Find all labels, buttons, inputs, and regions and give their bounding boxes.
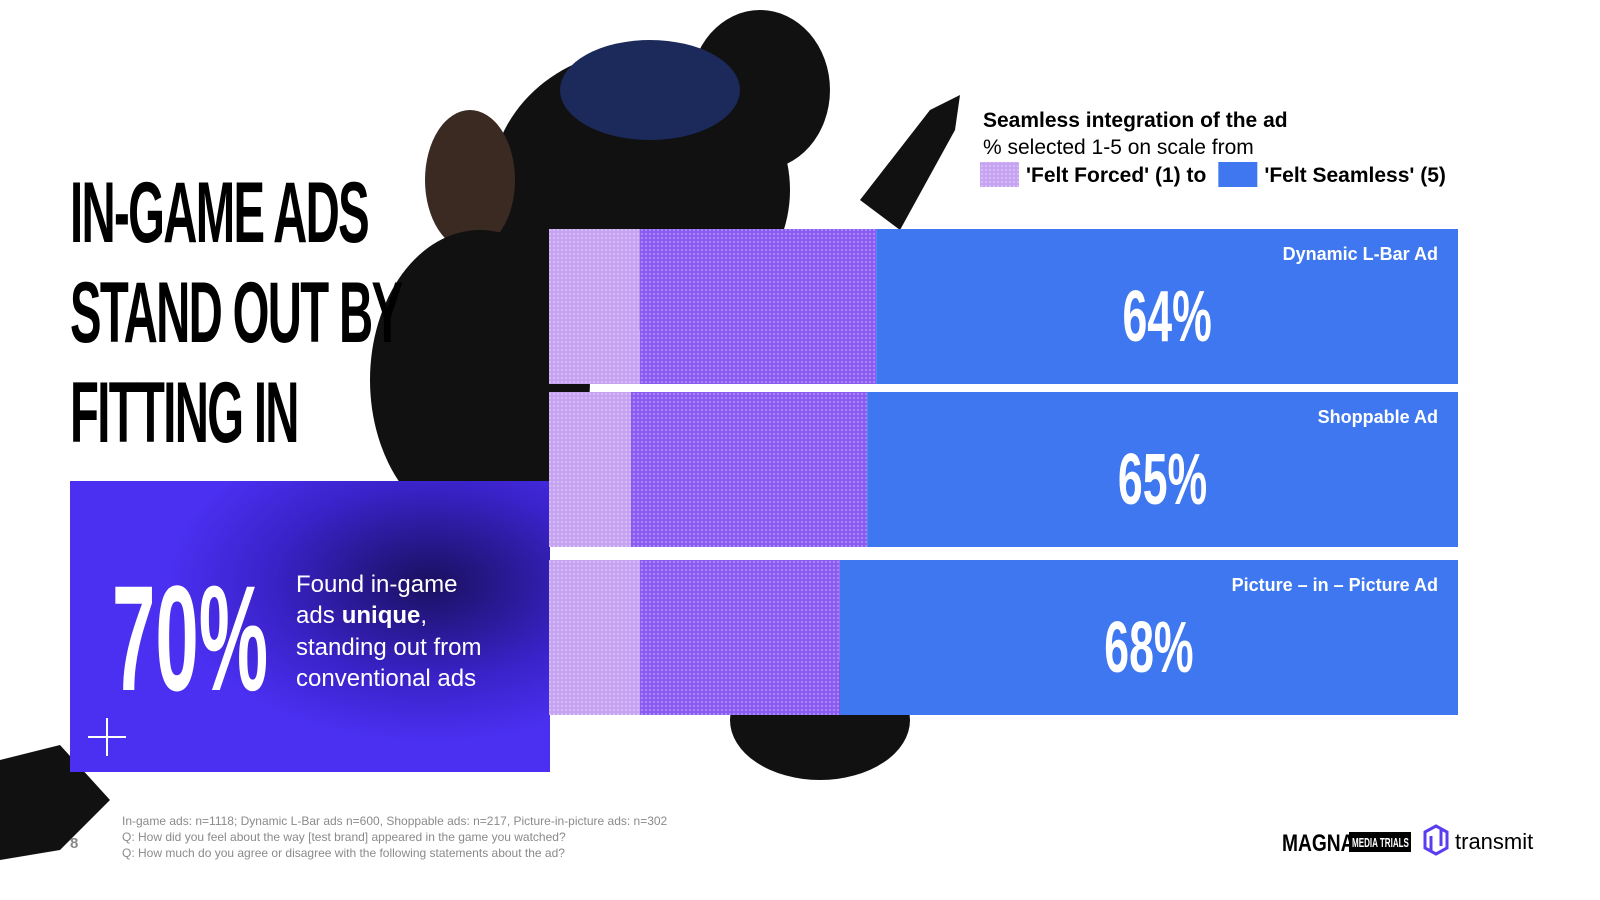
bar-segment [630,392,868,547]
logo-magna: MAGNA [1282,829,1355,857]
value-label: 68% [1104,607,1193,688]
callout-text: ads unique, [296,602,427,629]
value-label: 64% [1122,276,1211,357]
value-label: 65% [1118,439,1207,520]
callout-text: Found in-game [296,571,457,598]
chart-subtitle: % selected 1-5 on scale from [983,136,1254,159]
callout-bold: unique [342,602,421,629]
bar-segment [549,392,631,547]
chart-title: Seamless integration of the ad [983,109,1288,132]
headline-line: FITTING IN [70,364,298,461]
plus-icon [88,718,126,756]
chart: 64% Dynamic L-Bar Ad 65% Shoppable Ad 68% Pic… [549,162,1458,715]
bar-segment [549,560,640,715]
bar-segment [867,392,1458,547]
logo-box [1349,832,1411,852]
callout-box [70,481,550,772]
logo-media-trials: MEDIA TRIALS [1352,836,1409,850]
callout-stat: 70% [112,556,268,723]
legend-label: 'Felt Seamless' (5) [1264,164,1446,187]
legend-swatch [1218,162,1258,187]
logo-icon [1423,824,1449,856]
callout-text: ads [296,602,335,629]
footnote: Q: How did you feel about the way [test … [122,830,566,844]
page-number: 8 [70,835,78,852]
logo-transmit: transmit [1455,829,1533,854]
callout-text: standing out from [296,634,481,661]
bar-segment [549,229,640,384]
category-label: Picture – in – Picture Ad [1232,575,1438,595]
bar-segment [839,560,1458,715]
bar-segment [876,229,1458,384]
headline-line: IN-GAME ADS [70,164,368,261]
bar-segment [639,229,877,384]
callout-text: conventional ads [296,665,476,692]
category-label: Shoppable Ad [1318,407,1438,427]
callout-text: , [420,602,427,629]
headline-line: STAND OUT BY [70,264,403,361]
bar-segment [639,560,840,715]
footnote: In-game ads: n=1118; Dynamic L-Bar ads n… [122,814,668,828]
headline: IN-GAME ADS STAND OUT BY FITTING IN [70,164,404,461]
footnote: Q: How much do you agree or disagree wit… [122,846,565,860]
legend-label: 'Felt Forced' (1) to [1026,164,1206,187]
legend-swatch [980,162,1019,187]
category-label: Dynamic L-Bar Ad [1283,244,1438,264]
